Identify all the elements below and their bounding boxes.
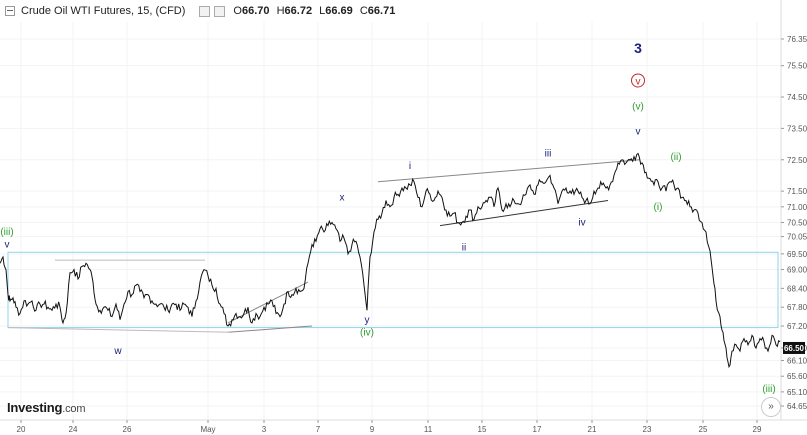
trend-line	[227, 325, 313, 333]
x-tick-label: 11	[424, 425, 433, 434]
chart-header: Crude Oil WTI Futures, 15, (CFD) O66.70 …	[0, 0, 395, 22]
range-rectangle	[7, 251, 779, 329]
y-tick-label: 69.00	[787, 266, 807, 275]
hide-square-icon[interactable]	[214, 5, 226, 17]
y-tick-label: 65.10	[787, 388, 807, 397]
high-key: H	[276, 5, 285, 17]
open-value: 66.70	[241, 5, 270, 17]
wave-label: y	[365, 315, 370, 326]
wave-label: x	[340, 193, 345, 204]
x-tick-label: 25	[699, 425, 708, 434]
y-tick-label: 73.50	[787, 124, 807, 133]
x-tick-label: 29	[753, 425, 762, 434]
x-tick-label: 23	[643, 425, 652, 434]
wave-label: (iii)	[762, 384, 775, 395]
wave-label: (i)	[654, 202, 663, 213]
wave-label-circle	[631, 73, 645, 88]
last-price-label: 66.50	[784, 344, 805, 353]
close-value: 66.71	[367, 5, 396, 17]
y-tick-label: 75.50	[787, 62, 807, 71]
wave-label: v	[636, 76, 641, 87]
x-tick-label: 21	[588, 425, 597, 434]
investing-logo: Investing.com	[7, 400, 86, 415]
y-tick-label: 71.50	[787, 187, 807, 196]
y-axis: 76.35 75.50 74.50 73.50 72.50 71.50 71.00 70.50…	[780, 0, 807, 420]
y-tick-label: 67.20	[787, 322, 807, 331]
wave-label: i	[409, 161, 411, 172]
x-tick-label: 26	[123, 425, 132, 434]
wave-label: iii	[545, 149, 552, 160]
x-tick-label: 15	[478, 425, 487, 434]
y-tick-label: 69.50	[787, 250, 807, 259]
high-value: 66.72	[284, 5, 313, 17]
x-tick-label: 9	[370, 425, 375, 434]
wave-label: ii	[462, 243, 466, 254]
y-tick-label: 70.50	[787, 219, 807, 228]
y-tick-label: 67.80	[787, 303, 807, 312]
x-tick-label: 24	[69, 425, 78, 434]
x-tick-label: 3	[262, 425, 267, 434]
collapse-icon[interactable]	[5, 6, 15, 16]
y-tick-label: 70.05	[787, 233, 807, 242]
wave-label: w	[113, 346, 122, 357]
settings-square-icon[interactable]	[199, 5, 211, 17]
y-tick-label: 66.10	[787, 357, 807, 366]
wave-label: (ii)	[670, 152, 681, 163]
x-tick-label: 7	[316, 425, 321, 434]
low-key: L	[319, 5, 326, 17]
y-tick-label: 76.35	[787, 35, 807, 44]
open-key: O	[233, 5, 242, 17]
wave-label: (v)	[632, 102, 644, 113]
price-line	[0, 152, 781, 369]
x-tick-label: 20	[17, 425, 26, 434]
ohlc-readout: O66.70 H66.72 L66.69 C66.71	[233, 5, 395, 17]
wave-label: v	[5, 240, 10, 251]
y-tick-label: 65.60	[787, 372, 807, 381]
wave-label: (iii)	[0, 227, 13, 238]
y-tick-label: 68.40	[787, 284, 807, 293]
last-price-badge	[783, 341, 805, 354]
x-axis: 20 24 26 May 3 7 9 11 15 17 21 23 25 29	[0, 419, 807, 434]
x-tick-label: May	[200, 425, 215, 434]
logo-name: Investing	[7, 400, 63, 415]
trend-line	[7, 327, 231, 333]
wave-label: (iv)	[360, 327, 374, 338]
low-value: 66.69	[325, 5, 353, 17]
chart-grid	[0, 22, 781, 420]
scroll-to-latest-button[interactable]: »	[761, 397, 781, 417]
wave-label: 3	[634, 40, 642, 56]
trend-line	[227, 281, 309, 324]
trend-line	[377, 159, 641, 183]
trend-line	[439, 200, 609, 227]
price-series	[0, 152, 781, 369]
logo-suffix: .com	[62, 403, 86, 415]
wave-label: iv	[578, 218, 585, 229]
y-tick-label: 72.50	[787, 156, 807, 165]
close-key: C	[359, 5, 368, 17]
y-tick-label: 71.00	[787, 203, 807, 212]
y-tick-label: 64.65	[787, 402, 807, 411]
y-tick-label: 74.50	[787, 93, 807, 102]
wave-label: v	[636, 127, 641, 138]
instrument-title: Crude Oil WTI Futures, 15, (CFD)	[21, 5, 186, 17]
x-tick-label: 17	[533, 425, 542, 434]
